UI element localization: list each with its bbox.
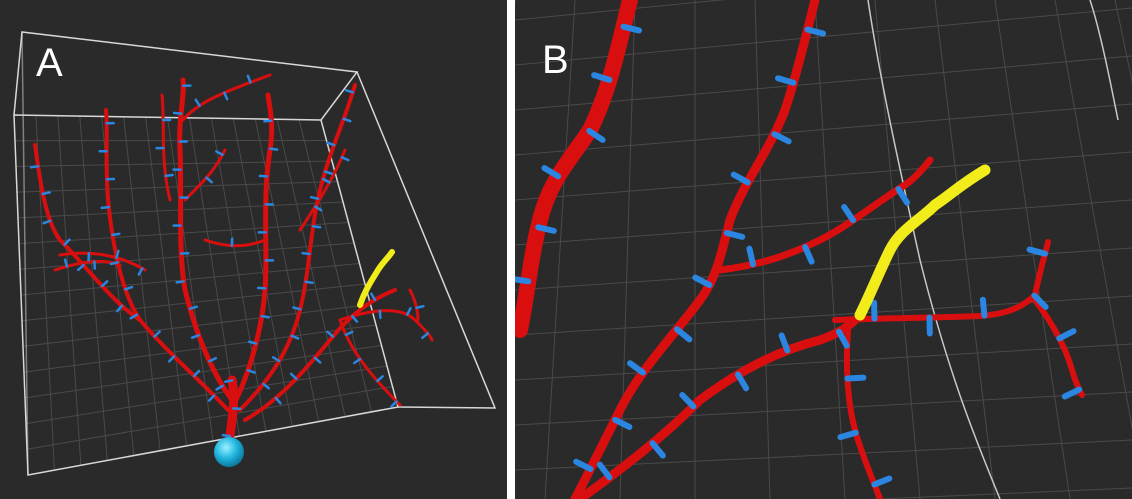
panel-background [0, 0, 507, 499]
panel-label: A [36, 41, 63, 85]
spine [306, 282, 313, 283]
spine [177, 281, 184, 282]
spine [303, 253, 310, 254]
spine [749, 249, 753, 265]
soma [214, 437, 244, 467]
spine [270, 149, 277, 150]
spine [417, 306, 424, 308]
spine [538, 227, 554, 231]
spine [293, 308, 300, 310]
spine [624, 27, 640, 31]
spine [808, 30, 824, 34]
panel-b: B [470, 0, 1132, 499]
spine [223, 435, 230, 436]
panel-a: A [0, 0, 507, 499]
spine [174, 113, 181, 114]
spine [727, 233, 743, 237]
spine [166, 175, 173, 176]
spine [1030, 250, 1045, 254]
spine [512, 279, 528, 281]
figure: A B [0, 0, 1132, 499]
spine [380, 311, 381, 318]
spine [264, 121, 271, 122]
spine [262, 316, 269, 317]
spine [111, 262, 118, 264]
panel-label: B [542, 38, 569, 82]
spine [840, 433, 855, 437]
spine [43, 192, 50, 193]
spine [847, 378, 863, 379]
spine [112, 234, 119, 235]
spine [311, 197, 318, 198]
spine [102, 207, 109, 208]
spine [313, 226, 320, 227]
page: A B (() => { const data = JSON.parse(doc… [0, 0, 1132, 499]
spine [249, 342, 256, 344]
spine [31, 166, 38, 167]
spine [983, 300, 985, 316]
spine [225, 380, 232, 381]
spine [260, 176, 267, 177]
spine [778, 78, 793, 82]
